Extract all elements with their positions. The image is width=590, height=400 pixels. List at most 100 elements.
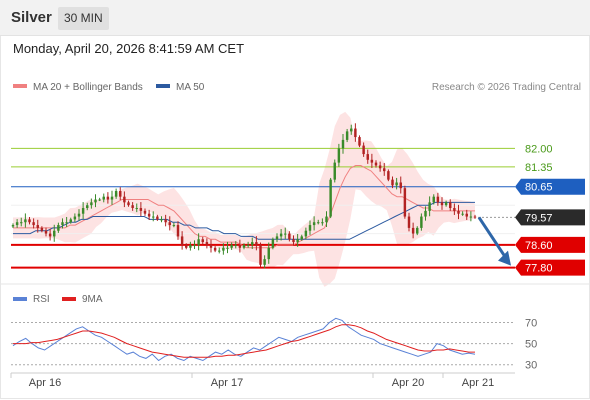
level-label: 77.80 xyxy=(525,263,553,275)
rsi-legend-label: RSI xyxy=(33,294,50,305)
candle-body xyxy=(90,202,93,206)
candle-body xyxy=(53,230,56,237)
rsi-tick-label: 50 xyxy=(525,339,537,351)
candle-body xyxy=(160,219,163,221)
candle-body xyxy=(238,244,242,248)
level-label: 79.57 xyxy=(525,212,553,224)
candle-body xyxy=(350,128,353,132)
candle-body xyxy=(81,208,85,214)
candle-body xyxy=(185,244,188,248)
x-tick-label: Apr 16 xyxy=(29,377,61,389)
candle-body xyxy=(341,139,345,149)
candle-body xyxy=(106,196,110,200)
candle-body xyxy=(147,213,151,217)
candle-body xyxy=(469,216,473,218)
candle-body xyxy=(114,191,118,197)
projection-arrow-shaft xyxy=(477,216,509,261)
candle-body xyxy=(259,244,262,265)
candle-body xyxy=(300,236,303,240)
rsi9ma-legend-swatch xyxy=(62,297,76,301)
candle-body xyxy=(69,219,72,223)
ma20-legend-swatch xyxy=(13,84,27,88)
level-label-tag xyxy=(515,178,585,195)
level-label: 80.65 xyxy=(525,182,553,194)
ma50-legend-swatch xyxy=(156,84,170,88)
rsi9ma-legend-label: 9MA xyxy=(82,294,103,305)
candle-body xyxy=(411,227,415,234)
candle-body xyxy=(444,202,448,206)
candle-body xyxy=(387,171,390,180)
bollinger-band xyxy=(13,111,475,287)
candle-body xyxy=(86,205,89,209)
bollinger-fill xyxy=(13,111,475,287)
candle-body xyxy=(197,239,200,245)
candle-body xyxy=(176,225,180,237)
candle-body xyxy=(424,210,427,217)
candle-body xyxy=(123,196,126,203)
candle-body xyxy=(271,239,275,248)
candle-body xyxy=(267,247,270,260)
x-tick-label: Apr 20 xyxy=(392,377,424,389)
rsi-line xyxy=(12,317,476,362)
copyright-text: Research © 2026 Trading Central xyxy=(432,82,581,93)
candle-body xyxy=(251,242,254,245)
candle-body xyxy=(94,199,97,203)
timeframe-badge[interactable]: 30 MIN xyxy=(58,7,109,30)
level-label-tag xyxy=(515,259,585,276)
candle-body xyxy=(143,210,147,214)
candle-body xyxy=(127,202,130,206)
candle-body xyxy=(292,239,295,243)
candle-body xyxy=(440,202,444,206)
candle-body xyxy=(465,213,468,217)
candle-body xyxy=(317,222,320,224)
rsi-legend: RSI 9MA xyxy=(13,294,103,305)
candle-body xyxy=(246,244,250,246)
candle-body xyxy=(48,233,52,237)
candle-body xyxy=(420,216,423,228)
candle-body xyxy=(242,244,246,248)
candle-body xyxy=(473,216,477,218)
candle-body xyxy=(98,199,101,201)
candle-body xyxy=(189,244,192,248)
candle-body xyxy=(399,182,402,189)
candle-body xyxy=(457,210,460,214)
candle-body xyxy=(230,244,233,248)
candle-body xyxy=(304,230,308,237)
candle-body xyxy=(395,182,398,186)
rsi-tick-label: 30 xyxy=(525,360,537,372)
level-label-tag xyxy=(515,236,585,253)
candle-body xyxy=(172,225,176,227)
candle-body xyxy=(461,213,464,215)
candle-body xyxy=(436,196,440,203)
candle-body xyxy=(337,148,341,163)
candle-body xyxy=(354,128,357,138)
candle-body xyxy=(28,219,31,223)
candle-body xyxy=(73,216,77,220)
candle-body xyxy=(119,191,122,197)
candle-body xyxy=(218,250,221,252)
candle-body xyxy=(407,216,411,228)
candle-body xyxy=(213,247,217,251)
level-label-tag xyxy=(515,209,585,226)
candle-body xyxy=(432,196,435,203)
candle-body xyxy=(255,242,258,245)
x-tick-label: Apr 17 xyxy=(211,377,243,389)
candle-body xyxy=(61,222,64,226)
candle-body xyxy=(234,244,237,246)
candle-body xyxy=(275,236,279,240)
candle-body xyxy=(325,216,328,223)
candle-body xyxy=(77,213,81,217)
candle-body xyxy=(222,247,225,251)
candle-body xyxy=(193,244,196,246)
candle-body xyxy=(57,225,60,231)
candle-body xyxy=(15,222,19,226)
candle-body xyxy=(20,222,23,224)
rsi-9ma-line xyxy=(13,324,475,358)
candle-body xyxy=(321,222,324,224)
candle-body xyxy=(152,216,155,218)
projection-arrow-head xyxy=(498,250,511,266)
level-lines xyxy=(11,147,515,269)
candle-body xyxy=(345,131,349,140)
candle-body xyxy=(209,244,213,248)
